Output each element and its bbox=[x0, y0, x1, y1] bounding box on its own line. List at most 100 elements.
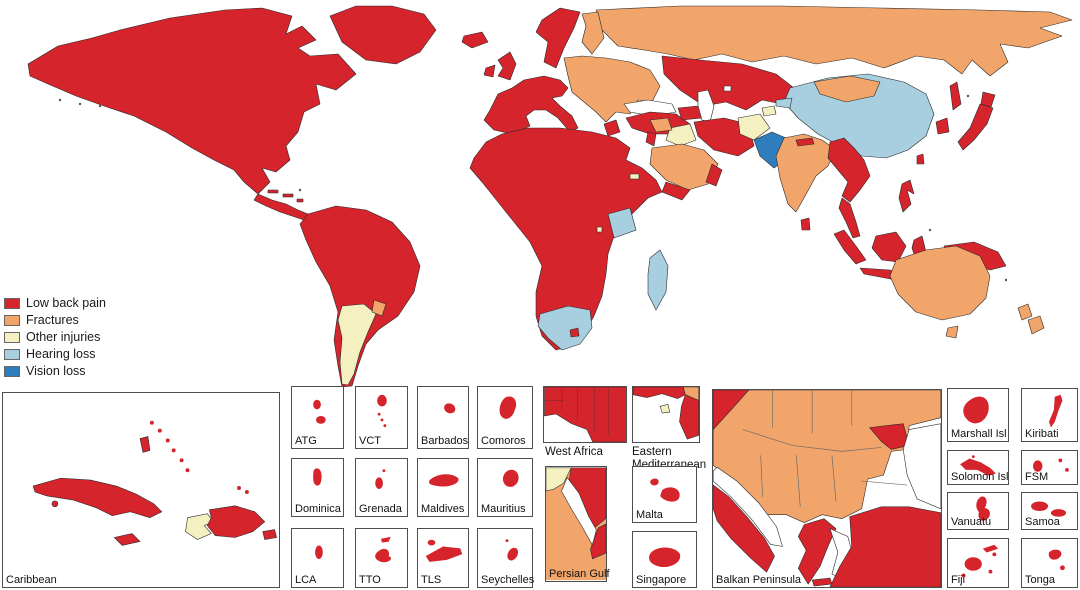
fiji-map bbox=[961, 544, 999, 578]
barbados-map bbox=[444, 403, 456, 414]
balkan-crete bbox=[811, 577, 833, 587]
legend-item-low-back-pain: Low back pain bbox=[4, 295, 106, 312]
region-iraq bbox=[665, 123, 697, 147]
region-rwanda bbox=[596, 226, 603, 233]
balkan-italy-north bbox=[713, 390, 750, 431]
region-dominican-republic bbox=[206, 505, 266, 538]
inset-tls: TLS bbox=[417, 528, 469, 588]
tonga-map bbox=[1048, 549, 1065, 571]
inset-label-singapore: Singapore bbox=[636, 573, 687, 586]
inset-label-samoa: Samoa bbox=[1025, 515, 1060, 528]
legend-swatch-other-injuries bbox=[4, 332, 20, 343]
inset-malta: Malta bbox=[632, 466, 697, 523]
balkan-adriatic bbox=[713, 466, 783, 547]
west-africa-land bbox=[544, 387, 626, 442]
legend-item-other-injuries: Other injuries bbox=[4, 329, 106, 346]
inset-vct: VCT bbox=[355, 386, 408, 449]
region-hokkaido bbox=[980, 91, 996, 108]
region-syria bbox=[649, 117, 673, 133]
inset-balkan: Balkan Peninsula bbox=[712, 389, 942, 588]
region-africa bbox=[469, 127, 663, 351]
legend-label: Low back pain bbox=[26, 296, 106, 311]
region-kyrgyzstan bbox=[775, 97, 793, 109]
region-argentina bbox=[337, 303, 377, 386]
region-philippines bbox=[898, 179, 915, 213]
inset-caribbean: Caribbean bbox=[2, 392, 280, 588]
tls-map bbox=[425, 539, 463, 562]
inset-tonga: Tonga bbox=[1021, 538, 1078, 588]
region-mongolia bbox=[813, 75, 881, 103]
region-cuba bbox=[267, 189, 279, 194]
legend-label: Hearing loss bbox=[26, 347, 96, 362]
inset-label-marshall: Marshall Isl bbox=[951, 427, 1007, 440]
region-greenland bbox=[329, 5, 437, 65]
aral-sea bbox=[723, 85, 732, 92]
balkan-map bbox=[713, 390, 941, 587]
maldives-map bbox=[429, 474, 459, 487]
mauritius-map bbox=[502, 469, 519, 487]
region-north-america bbox=[27, 7, 357, 195]
inset-label-seychelles: Seychelles bbox=[481, 573, 535, 586]
inset-label-vct: VCT bbox=[359, 434, 381, 447]
inset-label-persian-gulf: Persian Gulf bbox=[549, 567, 610, 580]
inset-persian-gulf: Persian Gulf bbox=[545, 466, 610, 582]
inset-label-caribbean: Caribbean bbox=[6, 573, 57, 586]
eastern-mediterranean-map bbox=[633, 387, 699, 440]
inset-tto: TTO bbox=[355, 528, 408, 588]
west-africa-borders bbox=[544, 387, 609, 436]
region-central-america bbox=[253, 193, 309, 221]
legend-item-vision-loss: Vision loss bbox=[4, 363, 106, 380]
seychelles-map bbox=[505, 539, 519, 561]
singapore-map bbox=[649, 547, 681, 568]
region-finland bbox=[581, 11, 605, 55]
inset-label-solomon: Solomon Isl bbox=[951, 470, 1009, 483]
inset-label-fiji: Fiji bbox=[951, 573, 966, 586]
black-sea bbox=[623, 99, 677, 117]
region-jamaica bbox=[113, 533, 141, 546]
region-scandinavia bbox=[535, 7, 581, 69]
region-sumatra bbox=[833, 229, 867, 265]
legend-swatch-vision-loss bbox=[4, 366, 20, 377]
region-afghanistan bbox=[737, 113, 771, 141]
inset-label-maldives: Maldives bbox=[421, 502, 465, 515]
legend-item-hearing-loss: Hearing loss bbox=[4, 346, 106, 363]
region-lesotho bbox=[569, 327, 580, 338]
region-south-korea bbox=[935, 117, 950, 135]
region-borneo bbox=[871, 231, 907, 263]
comoros-map bbox=[499, 396, 517, 419]
region-china bbox=[783, 73, 935, 159]
solomon-map bbox=[960, 455, 996, 476]
inset-vanuatu: Vanuatu bbox=[947, 492, 1009, 530]
inset-maldives: Maldives bbox=[417, 458, 469, 517]
region-india bbox=[775, 133, 837, 213]
region-eritrea bbox=[629, 173, 640, 180]
vct-map bbox=[377, 394, 387, 428]
region-south-america bbox=[299, 205, 421, 388]
west-africa-map bbox=[544, 387, 626, 442]
inset-label-lca: LCA bbox=[295, 573, 317, 586]
bahamas-islands bbox=[149, 420, 249, 494]
region-uruguay bbox=[371, 299, 387, 317]
world-map bbox=[27, 5, 1073, 388]
caribbean-map bbox=[32, 420, 277, 546]
island-specks bbox=[58, 94, 1008, 282]
balkan-turkey bbox=[829, 506, 941, 587]
kiribati-map bbox=[1049, 394, 1063, 428]
inset-solomon: Solomon Isl bbox=[947, 450, 1009, 485]
region-hispaniola bbox=[282, 193, 294, 198]
balkan-internal-borders bbox=[742, 390, 908, 507]
fsm-map bbox=[1033, 458, 1069, 472]
dominica-map bbox=[313, 468, 322, 486]
region-cuba bbox=[32, 477, 163, 519]
balkan-greece bbox=[797, 518, 837, 585]
emed-turkey-coast bbox=[633, 387, 686, 399]
inset-label-dominica: Dominica bbox=[295, 502, 341, 515]
inset-grenada: Grenada bbox=[355, 458, 408, 517]
balkan-italy-boot bbox=[713, 484, 775, 573]
inset-barbados: Barbados bbox=[417, 386, 469, 449]
inset-fiji: Fiji bbox=[947, 538, 1009, 588]
samoa-map bbox=[1031, 501, 1067, 517]
region-new-zealand-north bbox=[1017, 303, 1033, 321]
legend-item-fractures: Fractures bbox=[4, 312, 106, 329]
